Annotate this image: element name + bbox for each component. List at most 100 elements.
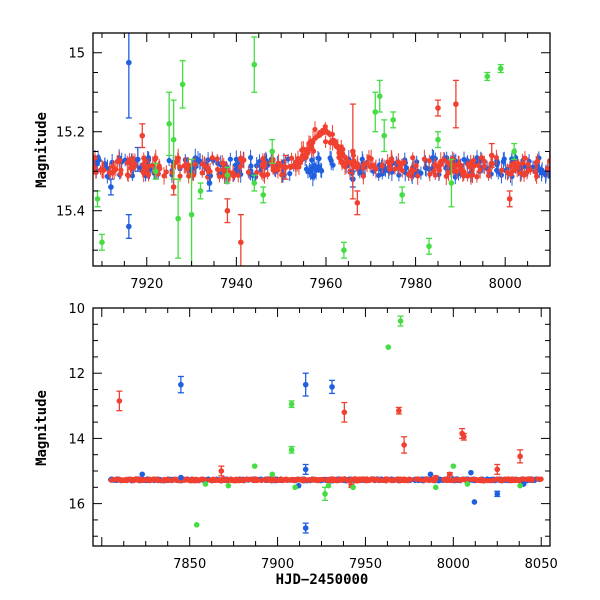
data-point — [175, 215, 181, 222]
data-point — [251, 180, 258, 186]
data-point — [238, 239, 244, 246]
data-point — [329, 384, 335, 390]
baseline-point — [303, 477, 309, 483]
series-green — [193, 315, 523, 528]
data-point — [94, 196, 101, 202]
baseline-point — [175, 157, 181, 163]
baseline-point — [190, 172, 197, 178]
top-panel: 7920 7940 7960 7980 8000 15 15.2 15.4 Magnitude — [34, 32, 551, 292]
baseline-point — [330, 162, 336, 168]
baseline-point — [489, 160, 496, 167]
baseline-point — [392, 166, 398, 172]
baseline-point — [328, 476, 334, 483]
baseline-point — [254, 169, 260, 176]
baseline-point — [268, 159, 274, 166]
baseline-point — [407, 476, 413, 482]
baseline-point — [145, 172, 152, 178]
x-tick-label: 8050 — [525, 557, 558, 572]
baseline-point — [511, 160, 517, 167]
data-point — [302, 381, 309, 388]
baseline-point — [214, 166, 221, 173]
y-tick-label: 16 — [68, 498, 85, 513]
baseline-point — [525, 161, 531, 167]
baseline-point — [118, 171, 124, 177]
series-green — [94, 36, 518, 266]
baseline-point — [163, 169, 169, 175]
baseline-point — [147, 477, 154, 483]
baseline-point — [533, 160, 539, 166]
baseline-point — [303, 166, 310, 172]
bottom-panel-xlabel: HJD−2450000 — [276, 572, 369, 588]
data-point — [269, 471, 276, 478]
x-tick-label: 7900 — [261, 557, 294, 572]
x-tick-label: 7950 — [349, 557, 382, 572]
baseline-point — [438, 161, 444, 168]
baseline-point — [259, 161, 266, 167]
x-tick-label: 7960 — [309, 277, 342, 292]
series-red — [139, 79, 513, 266]
baseline-point — [311, 162, 317, 168]
data-point — [260, 192, 267, 198]
peak-point — [316, 131, 322, 137]
baseline-point — [236, 477, 243, 484]
data-point — [427, 471, 434, 478]
baseline-point — [275, 160, 282, 166]
bottom-panel-ylabel: Magnitude — [34, 390, 50, 466]
data-point — [450, 463, 457, 469]
baseline-point — [347, 477, 354, 483]
baseline-point — [485, 173, 492, 179]
top-panel-plot-area — [93, 33, 550, 266]
baseline-point — [499, 167, 505, 173]
baseline-point — [367, 164, 373, 170]
baseline-point — [173, 476, 179, 482]
baseline-point — [464, 476, 471, 483]
baseline-point — [93, 155, 98, 161]
baseline-point — [310, 148, 317, 154]
peak-point — [333, 144, 339, 150]
data-point — [381, 132, 388, 139]
baseline-point — [315, 155, 321, 161]
baseline-red-points — [108, 476, 544, 484]
baseline-point — [479, 155, 485, 161]
baseline-point — [279, 172, 285, 178]
baseline-point — [505, 476, 511, 482]
data-point — [376, 93, 383, 99]
bottom-panel-ticks: 7850 7900 7950 8000 8050 10 12 14 16 — [68, 302, 557, 572]
baseline-point — [455, 162, 461, 168]
baseline-point — [236, 168, 243, 174]
baseline-point — [374, 476, 380, 482]
data-point — [471, 499, 478, 505]
data-point — [464, 481, 471, 487]
baseline-point — [166, 157, 172, 164]
data-point — [484, 73, 491, 80]
data-point — [225, 482, 232, 489]
data-point — [218, 468, 225, 474]
top-panel-ylabel: Magnitude — [34, 112, 50, 188]
baseline-point — [441, 477, 447, 483]
y-tick-label: 15.4 — [56, 205, 85, 220]
data-point — [292, 484, 298, 491]
baseline-point — [423, 165, 429, 171]
data-point — [302, 525, 309, 531]
baseline-point — [494, 476, 501, 482]
baseline-point — [127, 165, 134, 171]
data-point — [341, 409, 348, 416]
baseline-point — [389, 478, 395, 484]
baseline-point — [379, 162, 385, 168]
baseline-point — [145, 155, 152, 161]
y-tick-label: 15.2 — [56, 126, 85, 141]
peak-point — [343, 156, 349, 162]
data-point — [494, 466, 501, 473]
baseline-point — [235, 172, 241, 178]
baseline-point — [368, 156, 374, 162]
data-point — [139, 132, 146, 139]
data-point — [468, 469, 474, 476]
data-point — [224, 207, 231, 214]
baseline-point — [253, 477, 259, 484]
data-point — [170, 184, 177, 190]
data-point — [447, 471, 453, 478]
baseline-point — [360, 173, 366, 179]
bottom-panel-plot-area — [108, 315, 544, 534]
baseline-point — [141, 155, 147, 161]
baseline-point — [315, 478, 321, 484]
